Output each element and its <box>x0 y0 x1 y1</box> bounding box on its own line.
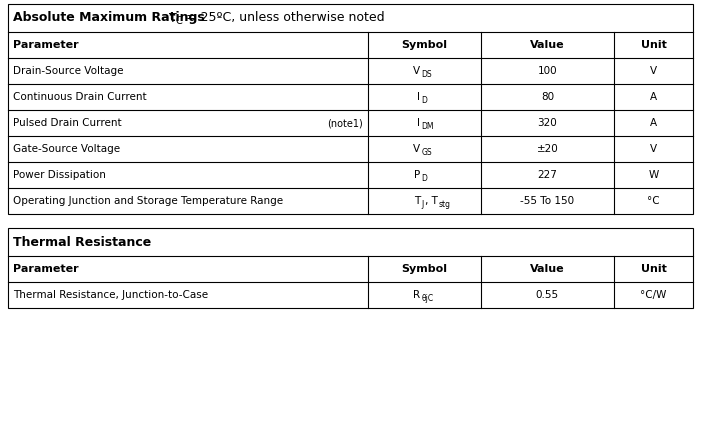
Text: Gate-Source Voltage: Gate-Source Voltage <box>13 144 120 154</box>
Text: , T: , T <box>425 196 437 206</box>
Text: C: C <box>175 16 182 26</box>
Text: V: V <box>413 144 420 154</box>
Text: = 25ºC, unless otherwise noted: = 25ºC, unless otherwise noted <box>182 11 385 24</box>
Text: Parameter: Parameter <box>13 264 79 274</box>
Text: 227: 227 <box>538 170 557 180</box>
Text: Symbol: Symbol <box>401 264 447 274</box>
Text: V: V <box>650 66 657 76</box>
Text: DS: DS <box>421 70 432 79</box>
Text: 100: 100 <box>538 66 557 76</box>
Text: 320: 320 <box>538 118 557 128</box>
Text: A: A <box>650 118 657 128</box>
Text: A: A <box>650 92 657 102</box>
Text: D: D <box>421 174 427 183</box>
Text: J: J <box>421 200 423 209</box>
Text: (note1): (note1) <box>327 118 362 128</box>
Text: T: T <box>165 11 177 24</box>
Text: P: P <box>414 170 420 180</box>
Text: DM: DM <box>421 122 434 131</box>
Text: Thermal Resistance, Junction-to-Case: Thermal Resistance, Junction-to-Case <box>13 290 208 300</box>
Text: Power Dissipation: Power Dissipation <box>13 170 106 180</box>
Text: I: I <box>417 118 420 128</box>
Text: Unit: Unit <box>641 264 667 274</box>
Text: V: V <box>650 144 657 154</box>
Text: Value: Value <box>530 264 565 274</box>
Text: 0.55: 0.55 <box>536 290 559 300</box>
Text: W: W <box>648 170 659 180</box>
Text: D: D <box>421 96 427 105</box>
Text: I: I <box>417 92 420 102</box>
Bar <box>8 4 693 214</box>
Text: Continuous Drain Current: Continuous Drain Current <box>13 92 147 102</box>
Text: stg: stg <box>438 200 450 209</box>
Text: Absolute Maximum Ratings: Absolute Maximum Ratings <box>13 11 205 24</box>
Text: °C/W: °C/W <box>641 290 667 300</box>
Bar <box>8 228 693 308</box>
Text: -55 To 150: -55 To 150 <box>520 196 575 206</box>
Text: GS: GS <box>421 148 432 157</box>
Text: Parameter: Parameter <box>13 40 79 50</box>
Text: Operating Junction and Storage Temperature Range: Operating Junction and Storage Temperatu… <box>13 196 283 206</box>
Text: θjC: θjC <box>421 294 433 303</box>
Text: Unit: Unit <box>641 40 667 50</box>
Text: 80: 80 <box>541 92 554 102</box>
Text: T: T <box>414 196 420 206</box>
Text: Thermal Resistance: Thermal Resistance <box>13 236 151 249</box>
Text: Symbol: Symbol <box>401 40 447 50</box>
Text: ±20: ±20 <box>536 144 558 154</box>
Text: °C: °C <box>647 196 660 206</box>
Text: Drain-Source Voltage: Drain-Source Voltage <box>13 66 123 76</box>
Text: V: V <box>413 66 420 76</box>
Text: Value: Value <box>530 40 565 50</box>
Text: Pulsed Drain Current: Pulsed Drain Current <box>13 118 122 128</box>
Text: R: R <box>413 290 420 300</box>
